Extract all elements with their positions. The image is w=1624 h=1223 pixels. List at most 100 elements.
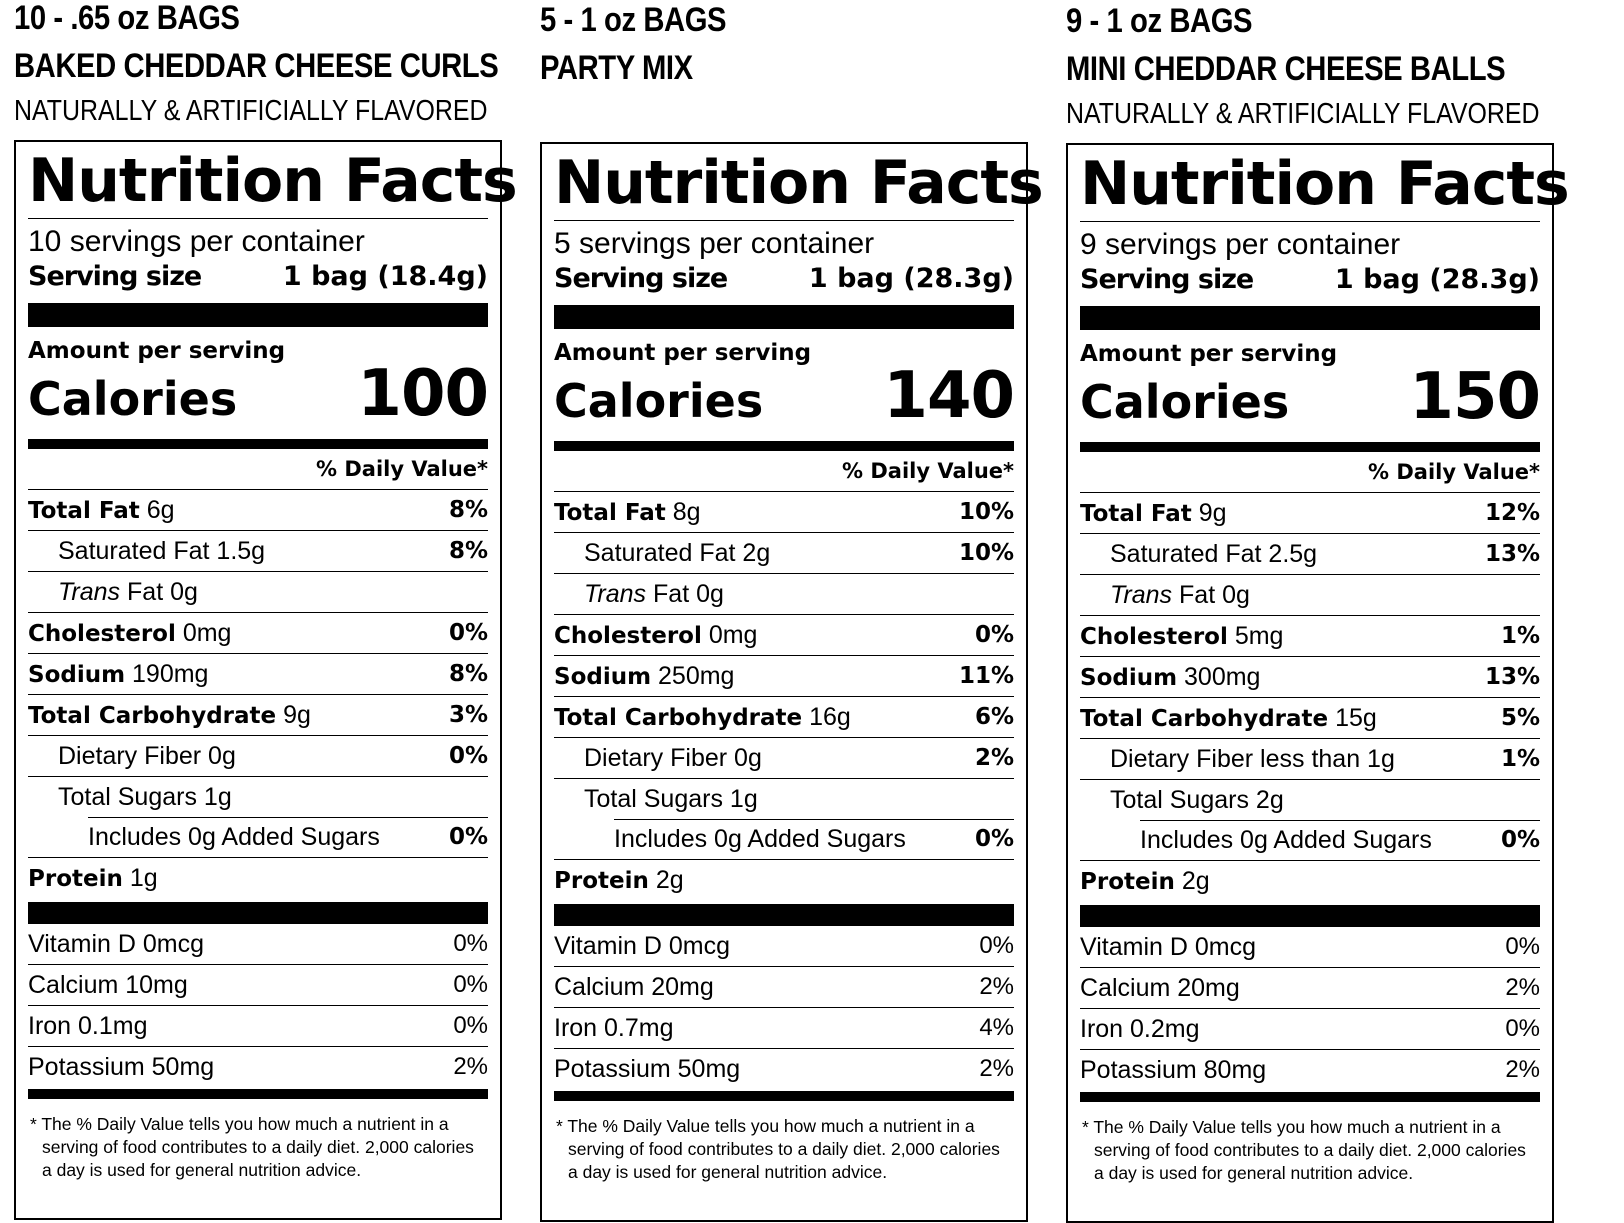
nutrient-dv: 0% [974,826,1014,852]
servings-per-container: 5 servings per container [554,227,875,260]
nutrient-dv: 0% [453,930,488,957]
nutrient-dv: 0% [979,932,1014,959]
medium-divider [554,441,1014,451]
nutrition-facts-panel: Nutrition Facts 5 servings per container… [540,142,1044,1222]
footnote-line: a day is used for general nutrition advi… [568,1162,888,1182]
iron-row: Iron 0.7mg 4% [554,1007,1014,1048]
nutrient-label: Total Sugars 1g [584,784,758,813]
nutrient-label: Vitamin D 0mcg [554,931,730,960]
nutrient-label: Total Sugars 2g [1110,785,1284,814]
nutrient-label: Iron 0.2mg [1080,1014,1200,1043]
serving-size-label: Serving size [1080,264,1254,295]
potassium-row: Potassium 50mg 2% [28,1046,488,1087]
total-carbohydrate-row: Total Carbohydrate 16g 6% [554,696,1014,737]
serving-size-row: Serving size 1 bag (28.3g) [554,263,1014,297]
nutrient-label: Calcium 20mg [554,972,714,1001]
thick-divider [1080,306,1540,330]
nutrient-label: Cholesterol [554,622,702,649]
protein-row: Protein 2g [554,859,1014,900]
product-column: 9 - 1 oz BAGS MINI CHEDDAR CHEESE BALLS … [1066,3,1570,1223]
nutrient-dv: 3% [448,702,488,728]
nutrient-amount: 0mg [182,618,232,647]
nutrient-dv: 0% [1500,827,1540,853]
nutrient-label: Vitamin D 0mcg [28,929,204,958]
nutrient-dv: 2% [979,973,1014,1000]
nutrient-label: Cholesterol [1080,623,1228,650]
medium-divider [1080,1092,1540,1102]
nutrient-label: Fat 0g [1179,580,1250,609]
nutrient-dv: 4% [979,1014,1014,1041]
footnote-line: serving of food contributes to a daily d… [42,1137,474,1157]
product-flavor-note: NATURALLY & ARTIFICIALLY FLAVORED [14,95,488,127]
trans-italic: Trans [584,579,647,608]
product-name: BAKED CHEDDAR CHEESE CURLS [14,47,499,85]
nutrient-label: Vitamin D 0mcg [1080,932,1256,961]
nutrient-label: Total Fat [554,499,666,526]
added-sugars-row: Includes 0g Added Sugars 0% [28,817,488,857]
product-column: 10 - .65 oz BAGS BAKED CHEDDAR CHEESE CU… [14,0,518,1220]
iron-row: Iron 0.2mg 0% [1080,1008,1540,1049]
nutrient-label: Total Carbohydrate [1080,705,1329,732]
nutrition-facts-title: Nutrition Facts [28,146,518,216]
product-pack-size: 5 - 1 oz BAGS [540,1,727,39]
footnote-line: serving of food contributes to a daily d… [1094,1140,1526,1160]
nutrient-label: Cholesterol [28,620,176,647]
nutrient-dv: 1% [1500,746,1540,772]
potassium-row: Potassium 80mg 2% [1080,1049,1540,1090]
nutrient-label: Protein [1080,868,1175,895]
nutrient-dv: 2% [974,745,1014,771]
nutrient-amount: 9g [283,700,311,729]
trans-fat-row: Trans Fat 0g [554,573,1014,614]
trans-fat-row: Trans Fat 0g [28,571,488,612]
nutrient-label: Includes 0g Added Sugars [614,824,906,853]
nutrient-dv: 0% [448,620,488,646]
divider [554,220,1014,221]
sodium-row: Sodium 250mg 11% [554,655,1014,696]
nutrient-dv: 13% [1484,541,1540,567]
thick-divider [1080,905,1540,927]
cholesterol-row: Cholesterol 0mg 0% [28,612,488,653]
nutrient-dv: 0% [974,622,1014,648]
total-fat-row: Total Fat 9g 12% [1080,492,1540,533]
protein-row: Protein 2g [1080,860,1540,901]
nutrient-dv: 10% [958,499,1014,525]
footnote-line: * The % Daily Value tells you how much a… [1082,1117,1501,1137]
daily-value-header: % Daily Value* [1368,460,1540,484]
footnote-line: a day is used for general nutrition advi… [42,1160,362,1180]
nutrient-dv: 8% [448,497,488,523]
serving-size-row: Serving size 1 bag (28.3g) [1080,264,1540,298]
nutrient-label: Protein [28,865,123,892]
nutrient-label: Potassium 50mg [554,1054,741,1083]
serving-size-value: 1 bag (28.3g) [808,263,1014,294]
vitamin-d-row: Vitamin D 0mcg 0% [554,926,1014,966]
product-flavor-note [540,86,970,130]
nutrient-label: Total Sugars 1g [58,782,232,811]
nutrient-dv: 0% [448,743,488,769]
sodium-row: Sodium 190mg 8% [28,653,488,694]
added-sugars-row: Includes 0g Added Sugars 0% [1080,820,1540,860]
nutrient-amount: 190mg [132,659,209,688]
thick-divider [554,904,1014,926]
nutrient-dv: 8% [448,538,488,564]
vitamin-d-row: Vitamin D 0mcg 0% [1080,927,1540,967]
nutrient-label: Iron 0.1mg [28,1011,148,1040]
nutrient-label: Saturated Fat 1.5g [58,536,266,565]
thick-divider [28,303,488,327]
nutrient-label: Dietary Fiber 0g [584,743,762,772]
amount-per-serving: Amount per serving [28,338,286,364]
nutrient-dv: 0% [453,971,488,998]
nutrient-dv: 1% [1500,623,1540,649]
nutrient-dv: 12% [1484,500,1540,526]
footnote-line: a day is used for general nutrition advi… [1094,1163,1414,1183]
nutrient-dv: 5% [1500,705,1540,731]
calories-label: Calories [554,374,764,428]
daily-value-footnote: * The % Daily Value tells you how much a… [1080,1116,1540,1185]
nutrient-amount: 1g [129,863,158,892]
calories-value: 140 [883,359,1015,433]
nutrient-amount: 2g [1181,866,1210,895]
nutrition-facts-panel: Nutrition Facts 10 servings per containe… [14,140,518,1220]
nutrient-amount: 0mg [708,620,758,649]
nutrient-dv: 0% [453,1012,488,1039]
dietary-fiber-row: Dietary Fiber 0g 0% [28,735,488,776]
serving-size-row: Serving size 1 bag (18.4g) [28,261,488,295]
